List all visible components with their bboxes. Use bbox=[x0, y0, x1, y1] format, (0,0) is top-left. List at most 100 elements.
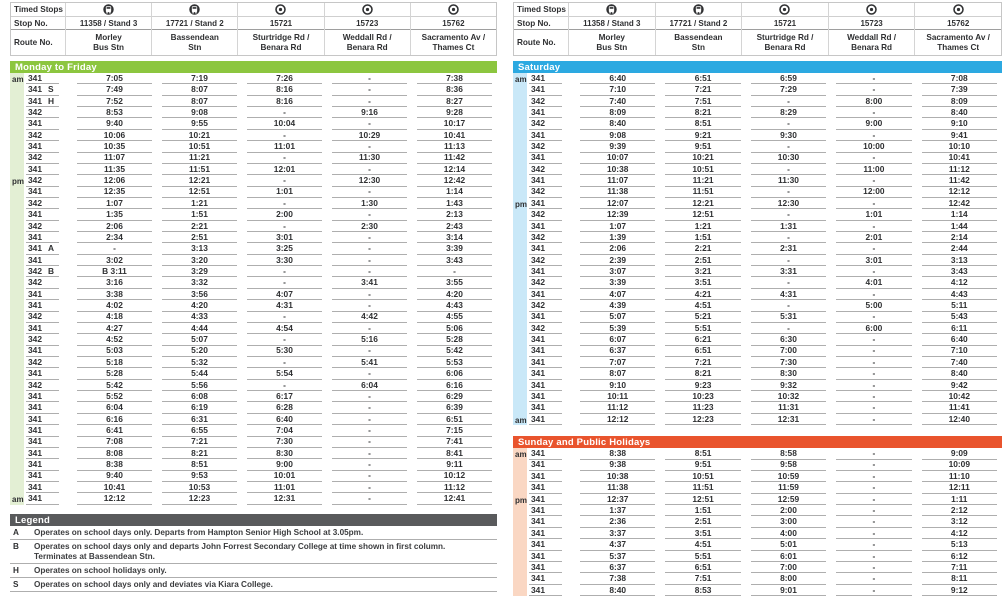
time-cell: 2:44 bbox=[921, 244, 997, 255]
time-cell: - bbox=[332, 255, 407, 267]
route-cell: 341 bbox=[529, 551, 562, 563]
time-cell: 10:51 bbox=[162, 141, 237, 153]
route-cell: 341 bbox=[26, 301, 59, 312]
time-cell: 12:14 bbox=[417, 164, 492, 176]
timetable-row: 342 4:39 4:51-5:00 5:11 bbox=[513, 300, 1002, 312]
time-cell: 6:30 bbox=[750, 335, 827, 346]
time-cell: 7:00 bbox=[750, 346, 827, 357]
timed-stops-label: Timed Stops bbox=[11, 3, 65, 17]
time-cell: 5:54 bbox=[247, 369, 322, 380]
time-cell: - bbox=[836, 244, 912, 255]
route-cell: 341 bbox=[529, 369, 562, 380]
route-cell: 341 bbox=[529, 107, 562, 119]
time-cell: 4:12 bbox=[921, 528, 997, 540]
time-cell: 8:00 bbox=[836, 96, 912, 108]
bus-icon bbox=[655, 3, 742, 17]
time-cell: 5:42 bbox=[77, 380, 152, 392]
time-cell: - bbox=[247, 176, 322, 187]
time-cell: 9:16 bbox=[332, 107, 407, 119]
time-cell: 5:03 bbox=[77, 346, 152, 357]
time-cell: 11:23 bbox=[665, 403, 741, 414]
stops-header-labels: Timed Stops Stop No. Route No. bbox=[11, 3, 65, 55]
stop-number: 17721 / Stand 2 bbox=[152, 17, 238, 30]
route-cell: 341 bbox=[529, 403, 562, 414]
route-cell: 341 bbox=[529, 221, 562, 233]
time-cell: 5:28 bbox=[417, 335, 492, 346]
timetable-row: 342 8:53 9:08-9:16 9:28 bbox=[10, 107, 497, 119]
timetable-row: 341 6:07 6:21 6:30-6:40 bbox=[513, 334, 1002, 346]
timetable-row: 342 12:39 12:51-1:01 1:14 bbox=[513, 209, 1002, 221]
time-cell: 12:51 bbox=[665, 210, 741, 221]
time-cell: 3:39 bbox=[417, 244, 492, 255]
time-cell: 4:42 bbox=[332, 312, 407, 323]
time-cell: 12:31 bbox=[750, 414, 827, 426]
route-cell: 341 bbox=[529, 540, 562, 551]
timetable-row: 341 H 7:52 8:07 8:16-8:27 bbox=[10, 96, 497, 108]
time-cell: 8:40 bbox=[580, 119, 656, 130]
route-cell: 341 A bbox=[26, 244, 59, 255]
time-cell: 9:41 bbox=[921, 130, 997, 142]
time-cell: - bbox=[836, 414, 912, 426]
timetable-row: 342 3:39 3:51-4:01 4:12 bbox=[513, 277, 1002, 289]
time-cell: 5:31 bbox=[750, 312, 827, 323]
time-cell: - bbox=[332, 164, 407, 176]
time-cell: 9:10 bbox=[921, 119, 997, 130]
time-cell: 9:21 bbox=[665, 130, 741, 142]
time-cell: 7:26 bbox=[247, 73, 322, 85]
time-cell: 1:14 bbox=[417, 187, 492, 198]
route-cell: 341 bbox=[529, 266, 562, 278]
stop-no-label: Stop No. bbox=[514, 17, 568, 30]
time-cell: - bbox=[332, 414, 407, 426]
timetable-row: 341 2:36 2:51 3:00-3:12 bbox=[513, 516, 1002, 528]
route-cell: 341 bbox=[529, 346, 562, 357]
timetable-row: 341 11:07 11:21 11:30-11:42 bbox=[513, 175, 1002, 187]
time-cell: 8:40 bbox=[921, 107, 997, 119]
route-cell: 341 bbox=[26, 494, 59, 505]
time-cell: 9:09 bbox=[921, 448, 997, 460]
time-cell: 12:42 bbox=[921, 198, 997, 210]
time-cell: 3:20 bbox=[162, 255, 237, 267]
time-cell: 10:21 bbox=[162, 130, 237, 142]
time-cell: 5:30 bbox=[247, 346, 322, 357]
time-cell: 2:39 bbox=[580, 255, 656, 267]
time-cell: 6:19 bbox=[162, 403, 237, 414]
time-cell: 2:14 bbox=[921, 232, 997, 244]
time-cell: 8:09 bbox=[921, 96, 997, 108]
time-cell: 5:21 bbox=[665, 312, 741, 323]
route-cell: 341 bbox=[26, 164, 59, 176]
time-cell: - bbox=[332, 96, 407, 108]
stop-name: Bassendean Stn bbox=[674, 33, 723, 52]
route-cell: 341 bbox=[529, 505, 562, 517]
timetable-row: 342 2:39 2:51-3:01 3:13 bbox=[513, 255, 1002, 267]
time-cell: 2:00 bbox=[247, 210, 322, 221]
timetable-row: 341 A -3:13 3:25-3:39 bbox=[10, 243, 497, 255]
time-cell: - bbox=[836, 198, 912, 210]
time-cell: - bbox=[247, 380, 322, 392]
time-cell: - bbox=[332, 187, 407, 198]
time-cell: 8:51 bbox=[665, 119, 741, 130]
time-cell: 7:39 bbox=[921, 85, 997, 96]
timetable-row: 341 10:41 10:53 11:01-11:12 bbox=[10, 482, 497, 494]
sunday-section: Sunday and Public Holidays am 341 8:38 8:51… bbox=[513, 436, 1002, 597]
time-cell: 8:38 bbox=[77, 460, 152, 471]
route-cell: 341 bbox=[26, 448, 59, 460]
time-cell: 7:30 bbox=[247, 437, 322, 448]
timetable-row: 341 2:34 2:51 3:01-3:14 bbox=[10, 232, 497, 244]
time-cell: - bbox=[836, 221, 912, 233]
time-cell: 7:40 bbox=[580, 96, 656, 108]
time-cell: 9:51 bbox=[665, 460, 741, 471]
time-cell: 5:16 bbox=[332, 335, 407, 346]
time-cell: 9:00 bbox=[247, 460, 322, 471]
time-cell: 12:06 bbox=[77, 176, 152, 187]
time-cell: 11:07 bbox=[580, 176, 656, 187]
timetable-row: 341 3:38 3:56 4:07-4:20 bbox=[10, 289, 497, 301]
route-cell: 341 bbox=[529, 517, 562, 528]
stop-no-label: Stop No. bbox=[11, 17, 65, 30]
legend-text: Operates on school days only and departs… bbox=[34, 541, 446, 561]
time-cell: - bbox=[836, 176, 912, 187]
stop-column: 17721 / Stand 2 Bassendean Stn bbox=[654, 3, 742, 55]
legend-item: A Operates on school days only. Departs f… bbox=[10, 526, 497, 540]
legend-code: S bbox=[13, 579, 19, 589]
time-cell: - bbox=[836, 471, 912, 483]
time-cell: - bbox=[247, 107, 322, 119]
